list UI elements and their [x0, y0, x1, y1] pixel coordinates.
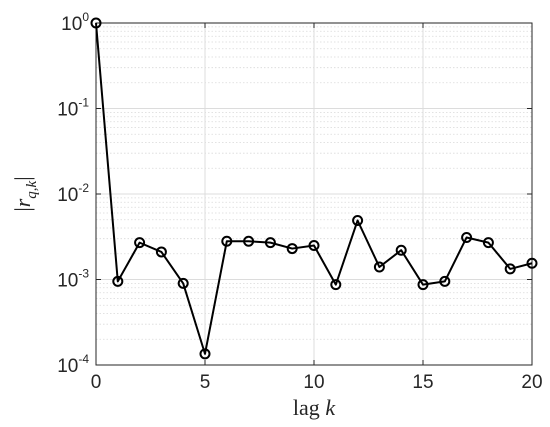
data-point — [526, 257, 538, 269]
data-point — [417, 279, 429, 291]
x-tick-label: 15 — [412, 372, 433, 393]
y-tick-label: 10-2 — [57, 181, 89, 206]
data-point — [395, 244, 407, 256]
data-point — [221, 235, 233, 247]
series-line — [95, 22, 533, 355]
data-point — [482, 237, 494, 249]
y-tick-label: 10-4 — [57, 352, 89, 377]
data-point — [155, 246, 167, 258]
data-point — [439, 275, 451, 287]
data-point — [308, 239, 320, 251]
data-point — [177, 277, 189, 289]
data-point — [373, 261, 385, 273]
data-point — [330, 279, 342, 291]
data-point — [352, 214, 364, 226]
series-layer — [90, 17, 538, 360]
data-point — [199, 348, 211, 360]
y-tick-label: 10-3 — [57, 267, 89, 292]
x-tick-label: 0 — [91, 372, 102, 393]
y-tick-label: 10-1 — [57, 96, 89, 121]
y-tick-label: 100 — [61, 10, 89, 35]
x-axis-label: lag k — [293, 395, 336, 420]
data-point — [134, 237, 146, 249]
data-point — [243, 235, 255, 247]
x-tick-label: 20 — [521, 372, 542, 393]
data-point — [90, 17, 102, 29]
data-point — [461, 231, 473, 243]
data-point — [112, 275, 124, 287]
data-point — [286, 243, 298, 255]
x-axis-ticks: 0 5 10 15 20 — [91, 23, 543, 393]
y-axis-ticks: 100 10-1 10-2 10-3 10-4 — [57, 10, 532, 377]
y-axis-label: |rq,k| — [10, 176, 40, 211]
data-point — [264, 237, 276, 249]
data-point — [504, 263, 516, 275]
x-tick-label: 10 — [303, 372, 324, 393]
x-tick-label: 5 — [200, 372, 211, 393]
